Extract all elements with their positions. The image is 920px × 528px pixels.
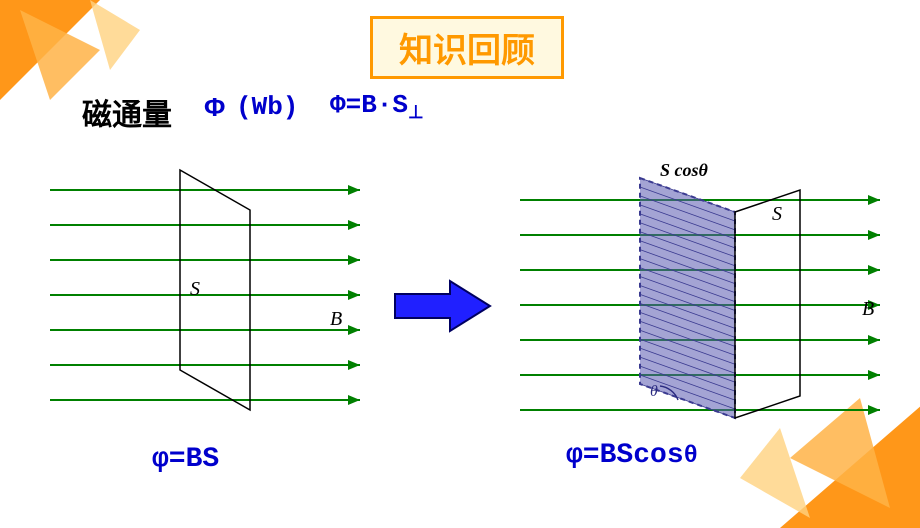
flux-unit: (Wb) xyxy=(236,92,298,122)
title-box: 知识回顾 xyxy=(370,16,564,79)
transition-arrow-icon xyxy=(390,276,500,336)
formula-right-prefix: φ=BScos xyxy=(566,440,684,471)
formula-phi-BScostheta: φ=BScosθ xyxy=(566,440,698,471)
formula-right-theta: θ xyxy=(684,443,698,470)
title-text: 知识回顾 xyxy=(399,33,535,70)
label-B-left: B xyxy=(330,308,342,330)
diagram-angled: S cosθ S B θ xyxy=(510,150,910,440)
flux-eq-main: Φ=B·S xyxy=(330,90,408,120)
label-B-right: B xyxy=(862,298,874,320)
flux-eq-perp: ⊥ xyxy=(408,104,424,124)
flux-label: 磁通量 xyxy=(82,90,172,134)
formula-phi-BS: φ=BS xyxy=(152,444,219,475)
label-S-left: S xyxy=(190,278,200,300)
flux-equation: Φ=B·S⊥ xyxy=(330,90,424,124)
label-Scostheta: S cosθ xyxy=(660,160,709,180)
label-S-right: S xyxy=(772,203,782,225)
diagram-perpendicular: S B xyxy=(30,150,390,430)
label-theta: θ xyxy=(650,383,658,400)
flux-symbol: Φ xyxy=(204,92,225,123)
